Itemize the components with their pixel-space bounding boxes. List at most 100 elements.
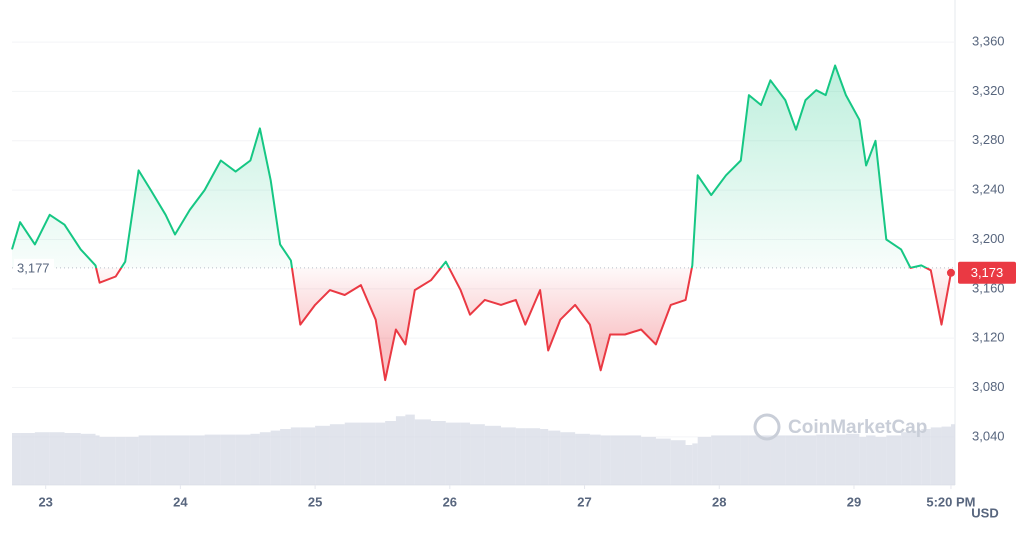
y-tick-label: 3,320 bbox=[972, 83, 1005, 98]
y-tick-label: 3,080 bbox=[972, 379, 1005, 394]
volume-bar bbox=[886, 435, 902, 485]
volume-bar bbox=[95, 435, 100, 485]
x-tick-label: 26 bbox=[443, 494, 457, 509]
baseline-label: 3,177 bbox=[17, 260, 50, 275]
volume-bar bbox=[64, 433, 81, 485]
volume-bar bbox=[125, 437, 139, 485]
volume-bar bbox=[501, 427, 516, 485]
watermark-logo bbox=[753, 413, 781, 441]
volume-bar bbox=[692, 443, 698, 485]
volume-bar bbox=[641, 437, 656, 485]
volume-bar bbox=[600, 435, 611, 485]
watermark: CoinMarketCap bbox=[788, 417, 927, 438]
volume-bar bbox=[785, 435, 797, 485]
last-point bbox=[946, 268, 955, 277]
volume-bar bbox=[697, 437, 712, 485]
volume-bar bbox=[484, 425, 502, 485]
volume-bar bbox=[12, 433, 21, 485]
volume-bar bbox=[235, 434, 251, 485]
volume-bar bbox=[20, 433, 35, 485]
volume-bar bbox=[445, 422, 461, 485]
x-tick-label: 24 bbox=[173, 494, 188, 509]
volume-bar bbox=[165, 435, 176, 485]
volume-bar bbox=[875, 437, 887, 485]
volume-bar bbox=[835, 434, 846, 485]
x-tick-label: 29 bbox=[847, 494, 861, 509]
volume-bar bbox=[414, 419, 431, 485]
volume-bar bbox=[270, 430, 281, 485]
volume-bar bbox=[430, 421, 446, 485]
volume-bar bbox=[385, 421, 396, 485]
baseline-label-bg bbox=[14, 258, 54, 277]
volume-bar bbox=[259, 432, 271, 485]
volume-bar bbox=[375, 422, 386, 485]
volume-bar bbox=[670, 440, 686, 485]
volume-bar bbox=[250, 433, 260, 485]
volume-bar bbox=[150, 435, 166, 485]
volume-bar bbox=[99, 437, 116, 485]
y-tick-label: 3,120 bbox=[972, 330, 1005, 345]
volume-bar bbox=[845, 433, 860, 485]
volume-bar bbox=[115, 437, 126, 485]
y-tick-label: 3,160 bbox=[972, 280, 1005, 295]
volume-bar bbox=[290, 427, 301, 485]
x-tick-label: 23 bbox=[38, 494, 52, 509]
volume-bar bbox=[866, 435, 876, 485]
y-tick-label: 3,240 bbox=[972, 182, 1005, 197]
volume-bar bbox=[80, 433, 96, 485]
volume-bar bbox=[138, 435, 151, 485]
y-unit-label: USD bbox=[971, 505, 998, 520]
x-tick-label: 5:20 PM bbox=[926, 494, 975, 509]
price-area bbox=[12, 65, 951, 381]
volume-bar bbox=[901, 432, 911, 485]
x-tick-label: 25 bbox=[308, 494, 322, 509]
volume-bar bbox=[740, 435, 749, 485]
volume-bar bbox=[175, 435, 190, 485]
volume-bar bbox=[560, 432, 576, 485]
y-tick-label: 3,200 bbox=[972, 231, 1005, 246]
x-tick-label: 27 bbox=[577, 494, 591, 509]
volume-bar bbox=[470, 424, 485, 485]
volume-bar bbox=[575, 433, 590, 485]
last-price-label: 3,173 bbox=[971, 265, 1004, 280]
volume-bar bbox=[950, 424, 955, 485]
y-tick-label: 3,360 bbox=[972, 34, 1005, 49]
volume-bar bbox=[344, 422, 361, 485]
volume-bar bbox=[725, 435, 741, 485]
x-tick-label: 28 bbox=[712, 494, 726, 509]
price-line bbox=[11, 64, 952, 382]
y-tick-label: 3,040 bbox=[972, 428, 1005, 443]
volume-bar bbox=[711, 435, 726, 485]
volume-bar bbox=[280, 429, 291, 485]
volume-bar bbox=[816, 434, 826, 485]
volume-bar bbox=[796, 435, 806, 485]
volume-bar bbox=[859, 437, 867, 485]
volume-bar bbox=[405, 414, 415, 485]
volume-bar bbox=[204, 434, 221, 485]
volume-bar bbox=[805, 435, 817, 485]
volume-bar bbox=[930, 427, 942, 485]
volume-bar bbox=[910, 430, 922, 485]
volume-bar bbox=[540, 429, 549, 485]
volume-bar bbox=[921, 429, 931, 485]
volume-bar bbox=[49, 432, 65, 485]
volume-bar bbox=[624, 435, 642, 485]
volume-bar bbox=[300, 427, 316, 485]
volume-bar bbox=[941, 426, 951, 485]
volume-bar bbox=[761, 435, 771, 485]
volume-bar bbox=[34, 432, 50, 485]
volume-bar bbox=[460, 422, 471, 485]
volume-bar bbox=[515, 428, 526, 485]
volume-bar bbox=[220, 434, 236, 485]
volume-bar bbox=[548, 430, 561, 485]
last-price-bg bbox=[958, 261, 1016, 284]
volume-bar bbox=[189, 435, 205, 485]
volume-bars bbox=[12, 414, 955, 485]
volume-bar bbox=[525, 428, 541, 485]
volume-bar bbox=[610, 435, 625, 485]
volume-bar bbox=[825, 434, 836, 485]
y-tick-label: 3,280 bbox=[972, 132, 1005, 147]
volume-bar bbox=[360, 422, 376, 485]
